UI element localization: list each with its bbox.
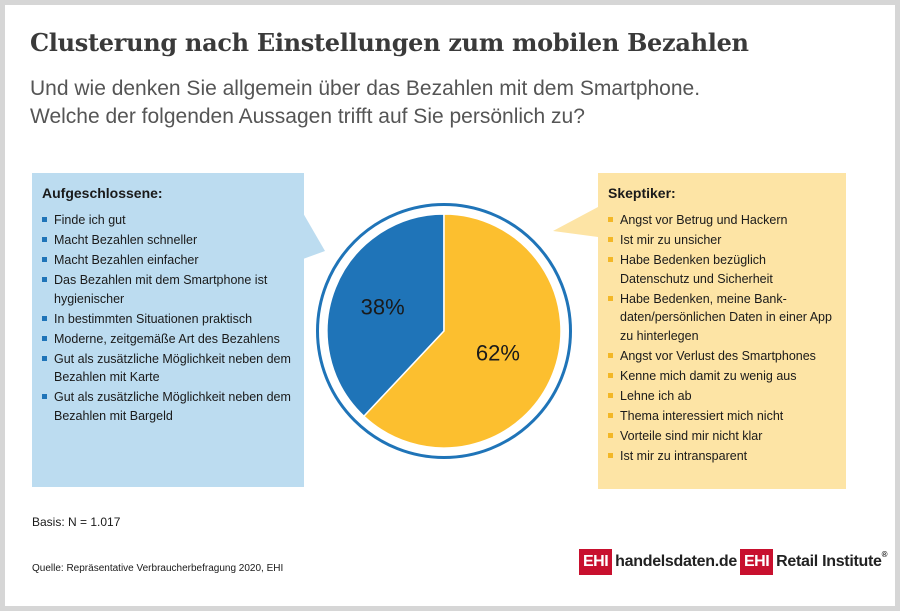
skeptics-list-item-text: Ist mir zu intransparent bbox=[620, 448, 748, 463]
pie-slice-label: 62% bbox=[476, 340, 520, 365]
bullet-icon bbox=[608, 372, 613, 378]
open-minded-list-item: Das Bezahlen mit dem Smartphone ist hygi… bbox=[42, 271, 294, 308]
open-minded-list-item: Moderne, zeitgemäße Art des Bezahlens bbox=[42, 330, 294, 349]
bullet-icon bbox=[42, 335, 47, 341]
skeptics-list-item-text: Thema interessiert mich nicht bbox=[620, 408, 784, 423]
open-minded-list-item-text: Macht Bezahlen einfacher bbox=[54, 253, 199, 267]
skeptics-list: Angst vor Betrug und Hackern Ist mir zu u… bbox=[608, 211, 836, 465]
open-minded-list-item: Finde ich gut bbox=[42, 211, 294, 230]
skeptics-box: Skeptiker: Angst vor Betrug und Hackern I… bbox=[598, 173, 846, 489]
pie-slice-skeptics bbox=[362, 213, 562, 449]
skeptics-list-item: Angst vor Betrug und Hackern bbox=[608, 211, 836, 230]
open-minded-list-item-text: Finde ich gut bbox=[54, 213, 126, 227]
ehi-logo-mark: EHI bbox=[579, 549, 613, 575]
skeptics-list-item: Habe Bedenken, meine Bank-daten/persönli… bbox=[608, 290, 836, 346]
retail-institute-logo-text: Retail Institute® bbox=[776, 550, 888, 571]
bullet-icon bbox=[42, 257, 47, 262]
ehi-logo-mark: EHI bbox=[740, 549, 774, 575]
skeptics-list-item-text: Kenne mich damit zu wenig aus bbox=[620, 368, 797, 383]
open-minded-list-item: In bestimmten Situationen praktisch bbox=[42, 310, 294, 329]
open-minded-list-item-text: Moderne, zeitgemäße Art des Bezahlens bbox=[54, 331, 280, 346]
bullet-icon bbox=[608, 295, 613, 301]
skeptics-list-item-text: Vorteile sind mir nicht klar bbox=[620, 428, 763, 443]
pie-slice-open-minded bbox=[326, 213, 445, 418]
skeptics-list-item-text: Angst vor Betrug und Hackern bbox=[620, 213, 788, 227]
bullet-icon bbox=[42, 237, 47, 242]
skeptics-list-item: Vorteile sind mir nicht klar bbox=[608, 427, 836, 446]
retail-institute-name: Retail Institute bbox=[776, 553, 882, 570]
chart-subtitle: Und wie denken Sie allgemein über das Be… bbox=[30, 75, 850, 131]
skeptics-list-item: Ist mir zu unsicher bbox=[608, 231, 836, 250]
skeptics-list-item: Lehne ich ab bbox=[608, 387, 836, 406]
skeptics-list-item-text: Habe Bedenken, meine Bank-daten/persönli… bbox=[620, 291, 832, 343]
open-minded-list-item-text: Gut als zusätzliche Möglichkeit neben de… bbox=[54, 390, 291, 423]
open-minded-list-item: Gut als zusätzliche Möglichkeit neben de… bbox=[42, 350, 294, 387]
open-minded-list-item: Macht Bezahlen einfacher bbox=[42, 251, 294, 270]
bullet-icon bbox=[608, 452, 613, 458]
bullet-icon bbox=[42, 355, 47, 361]
chart-title: Clusterung nach Einstellungen zum mobile… bbox=[30, 28, 749, 57]
open-minded-list-item-text: Das Bezahlen mit dem Smartphone ist hygi… bbox=[54, 273, 268, 306]
bullet-icon bbox=[608, 392, 613, 398]
skeptics-list-item: Habe Bedenken bezüglich Datenschutz und … bbox=[608, 251, 836, 288]
bullet-icon bbox=[608, 237, 613, 242]
bullet-icon bbox=[42, 277, 47, 282]
skeptics-list-item: Ist mir zu intransparent bbox=[608, 447, 836, 466]
open-minded-heading: Aufgeschlossene: bbox=[42, 185, 163, 201]
bullet-icon bbox=[608, 217, 613, 222]
bullet-icon bbox=[42, 394, 47, 399]
bullet-icon bbox=[42, 217, 47, 222]
bullet-icon bbox=[608, 432, 613, 438]
ehi-retail-institute-logo: EHI Retail Institute® bbox=[740, 549, 887, 575]
skeptics-list-item-text: Habe Bedenken bezüglich Datenschutz und … bbox=[620, 253, 773, 286]
left-box-pointer bbox=[303, 213, 325, 259]
pie-slice-label: 38% bbox=[361, 295, 405, 320]
skeptics-list-item-text: Lehne ich ab bbox=[620, 388, 692, 403]
bullet-icon bbox=[608, 412, 613, 418]
source-note: Quelle: Repräsentative Verbraucherbefrag… bbox=[32, 563, 284, 574]
bullet-icon bbox=[42, 315, 47, 321]
registered-mark: ® bbox=[881, 550, 888, 559]
pie-chart: 38% 62% bbox=[316, 203, 572, 459]
bullet-icon bbox=[608, 352, 613, 358]
bullet-icon bbox=[608, 257, 613, 262]
handelsdaten-logo: EHI handelsdaten.de bbox=[579, 549, 737, 575]
open-minded-list-item: Gut als zusätzliche Möglichkeit neben de… bbox=[42, 388, 294, 425]
handelsdaten-logo-text: handelsdaten.de bbox=[615, 553, 737, 570]
open-minded-list-item: Macht Bezahlen schneller bbox=[42, 231, 294, 250]
open-minded-box: Aufgeschlossene: Finde ich gut Macht Beza… bbox=[32, 173, 304, 487]
skeptics-list-item-text: Ist mir zu unsicher bbox=[620, 233, 722, 247]
skeptics-list-item: Thema interessiert mich nicht bbox=[608, 407, 836, 426]
open-minded-list-item-text: Macht Bezahlen schneller bbox=[54, 233, 198, 247]
subtitle-line-2: Welche der folgenden Aussagen trifft auf… bbox=[30, 105, 585, 128]
right-box-pointer bbox=[553, 207, 598, 237]
skeptics-list-item-text: Angst vor Verlust des Smartphones bbox=[620, 348, 816, 363]
basis-note: Basis: N = 1.017 bbox=[32, 515, 121, 529]
subtitle-line-1: Und wie denken Sie allgemein über das Be… bbox=[30, 77, 701, 100]
skeptics-list-item: Kenne mich damit zu wenig aus bbox=[608, 367, 836, 386]
skeptics-heading: Skeptiker: bbox=[608, 185, 676, 201]
skeptics-list-item: Angst vor Verlust des Smartphones bbox=[608, 347, 836, 366]
open-minded-list-item-text: Gut als zusätzliche Möglichkeit neben de… bbox=[54, 351, 291, 385]
open-minded-list-item-text: In bestimmten Situationen praktisch bbox=[54, 311, 253, 326]
open-minded-list: Finde ich gut Macht Bezahlen schneller Mac… bbox=[42, 211, 294, 425]
